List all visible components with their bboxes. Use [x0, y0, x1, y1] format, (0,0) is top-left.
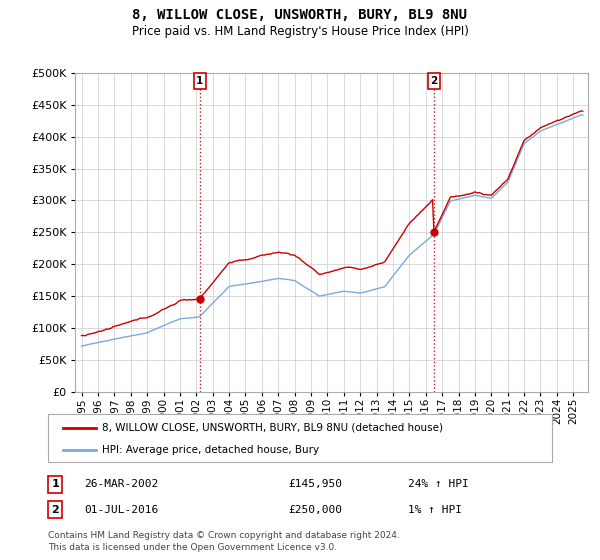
Text: 8, WILLOW CLOSE, UNSWORTH, BURY, BL9 8NU (detached house): 8, WILLOW CLOSE, UNSWORTH, BURY, BL9 8NU…: [102, 423, 443, 433]
Text: Price paid vs. HM Land Registry's House Price Index (HPI): Price paid vs. HM Land Registry's House …: [131, 25, 469, 38]
Text: 2: 2: [430, 76, 437, 86]
Text: 8, WILLOW CLOSE, UNSWORTH, BURY, BL9 8NU: 8, WILLOW CLOSE, UNSWORTH, BURY, BL9 8NU: [133, 8, 467, 22]
Text: 24% ↑ HPI: 24% ↑ HPI: [408, 479, 469, 489]
Text: 2: 2: [52, 505, 59, 515]
Text: 1% ↑ HPI: 1% ↑ HPI: [408, 505, 462, 515]
Text: 1: 1: [52, 479, 59, 489]
Text: £145,950: £145,950: [288, 479, 342, 489]
Text: 26-MAR-2002: 26-MAR-2002: [84, 479, 158, 489]
Text: 1: 1: [196, 76, 203, 86]
Text: Contains HM Land Registry data © Crown copyright and database right 2024.: Contains HM Land Registry data © Crown c…: [48, 531, 400, 540]
Text: This data is licensed under the Open Government Licence v3.0.: This data is licensed under the Open Gov…: [48, 543, 337, 552]
Text: 01-JUL-2016: 01-JUL-2016: [84, 505, 158, 515]
Text: HPI: Average price, detached house, Bury: HPI: Average price, detached house, Bury: [102, 445, 319, 455]
Text: £250,000: £250,000: [288, 505, 342, 515]
